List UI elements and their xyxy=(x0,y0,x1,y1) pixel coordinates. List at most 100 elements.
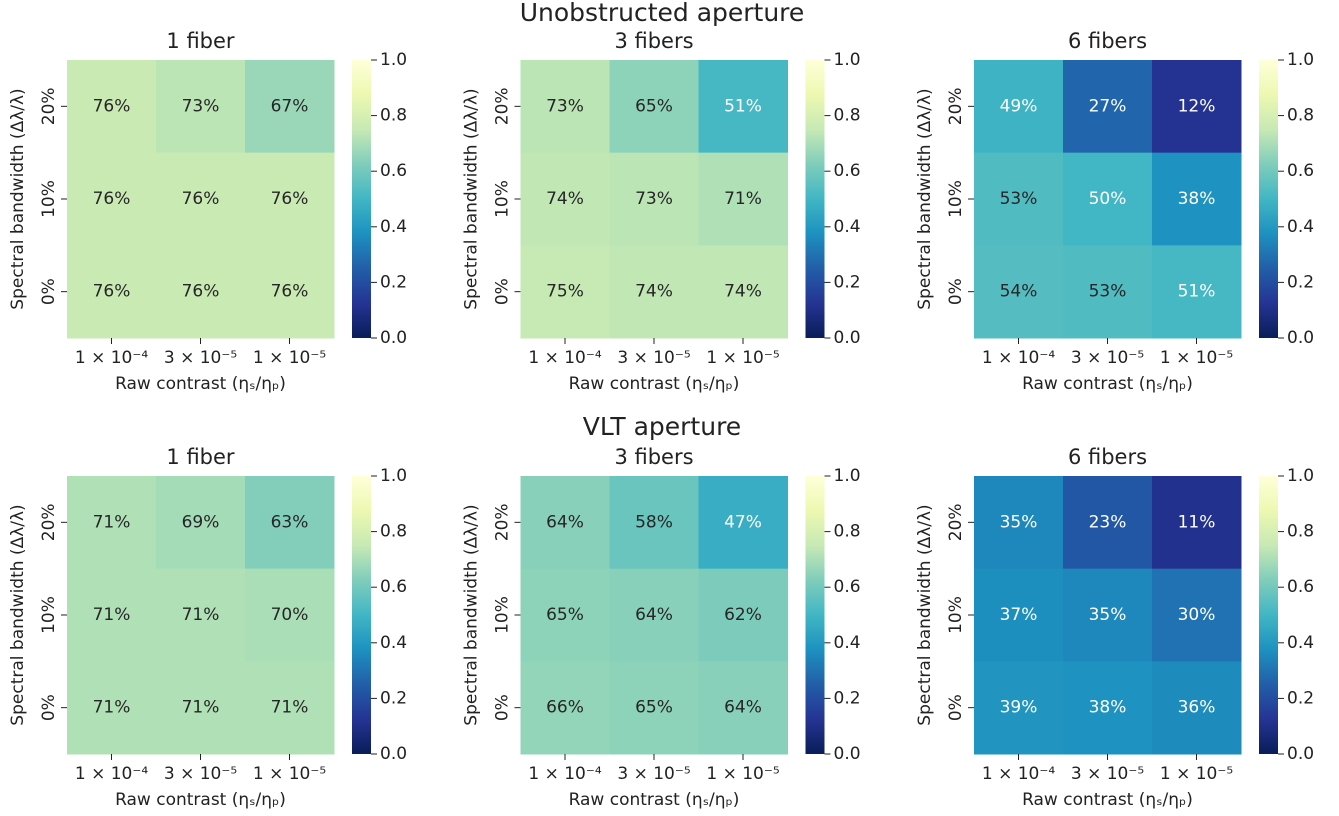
heatmap-cell xyxy=(609,661,699,755)
x-tick-label: 1 × 10⁻⁴ xyxy=(528,348,601,368)
y-tick-label: 20% xyxy=(493,87,513,125)
cell-label: 71% xyxy=(182,698,220,718)
cell-label: 71% xyxy=(93,698,131,718)
cell-label: 53% xyxy=(1089,282,1127,302)
heatmap-cell xyxy=(1063,60,1153,154)
colorbar-tick-label: 0.4 xyxy=(380,633,407,653)
colorbar-tick-label: 0.4 xyxy=(834,633,861,653)
x-axis-label: Raw contrast (ηₛ/ηₚ) xyxy=(569,374,740,394)
heatmap-cell xyxy=(609,245,699,339)
colorbar-tick-label: 1.0 xyxy=(1287,50,1314,70)
heatmap-cell xyxy=(67,661,157,755)
heatmap-cell xyxy=(245,568,335,662)
heatmap-cell xyxy=(1152,476,1242,570)
cell-label: 66% xyxy=(546,698,584,718)
colorbar-tick-label: 0.0 xyxy=(834,744,861,764)
x-tick-label: 1 × 10⁻⁵ xyxy=(706,764,779,784)
cell-label: 65% xyxy=(635,96,673,116)
y-tick-label: 0% xyxy=(946,694,966,721)
cell-label: 64% xyxy=(635,605,673,625)
heatmap-cell xyxy=(156,568,246,662)
heatmap-cell xyxy=(245,152,335,246)
heatmap-cell xyxy=(1063,245,1153,339)
heatmap-cell xyxy=(609,152,699,246)
colorbar-tick-label: 0.6 xyxy=(1287,161,1314,181)
cell-label: 23% xyxy=(1089,512,1127,532)
panel-title: 1 fiber xyxy=(166,445,235,469)
cell-label: 50% xyxy=(1089,189,1127,209)
panel-title: 6 fibers xyxy=(1068,445,1147,469)
cell-label: 38% xyxy=(1089,698,1127,718)
heatmap-cell xyxy=(974,152,1064,246)
y-axis-label: Spectral bandwidth (Δλ/λ) xyxy=(462,88,482,309)
cell-label: 54% xyxy=(1000,282,1038,302)
cell-label: 71% xyxy=(182,605,220,625)
cell-label: 74% xyxy=(546,189,584,209)
row-title: VLT aperture xyxy=(583,412,741,441)
colorbar-tick-label: 0.8 xyxy=(834,106,861,126)
cell-label: 73% xyxy=(635,189,673,209)
cell-label: 36% xyxy=(1178,698,1216,718)
heatmap-cell xyxy=(67,152,157,246)
heatmap-cell xyxy=(698,245,788,339)
heatmap-cell xyxy=(67,476,157,570)
heatmap-cell xyxy=(520,568,610,662)
colorbar-tick-label: 0.8 xyxy=(380,106,407,126)
heatmap-cell xyxy=(698,152,788,246)
cell-label: 76% xyxy=(271,282,309,302)
cell-label: 71% xyxy=(93,605,131,625)
x-tick-label: 3 × 10⁻⁵ xyxy=(617,348,690,368)
heatmap-cell xyxy=(1152,60,1242,154)
cell-label: 74% xyxy=(724,282,762,302)
colorbar xyxy=(805,60,825,338)
y-tick-label: 10% xyxy=(946,180,966,218)
colorbar xyxy=(1259,476,1278,754)
y-tick-label: 10% xyxy=(493,596,513,634)
colorbar-tick-label: 0.0 xyxy=(834,328,861,348)
heatmap-cell xyxy=(974,245,1064,339)
panel-title: 3 fibers xyxy=(614,29,693,53)
cell-label: 39% xyxy=(1000,698,1038,718)
colorbar-tick-label: 0.6 xyxy=(834,161,861,181)
y-tick-label: 10% xyxy=(493,180,513,218)
cell-label: 53% xyxy=(1000,189,1038,209)
y-tick-label: 0% xyxy=(39,278,59,305)
cell-label: 74% xyxy=(635,282,673,302)
x-tick-label: 1 × 10⁻⁵ xyxy=(1160,764,1233,784)
y-axis-label: Spectral bandwidth (Δλ/λ) xyxy=(915,88,935,309)
colorbar-tick-label: 0.0 xyxy=(1287,328,1314,348)
heatmap-cell xyxy=(245,661,335,755)
heatmap-cell xyxy=(67,568,157,662)
cell-label: 76% xyxy=(93,189,131,209)
cell-label: 76% xyxy=(93,96,131,116)
heatmap-cell xyxy=(1152,568,1242,662)
colorbar-tick-label: 0.2 xyxy=(834,272,861,292)
x-tick-label: 3 × 10⁻⁵ xyxy=(617,764,690,784)
colorbar-tick-label: 0.6 xyxy=(380,161,407,181)
colorbar-tick-label: 0.4 xyxy=(380,217,407,237)
cell-label: 47% xyxy=(724,512,762,532)
colorbar-tick-label: 0.6 xyxy=(1287,577,1314,597)
x-tick-label: 1 × 10⁻⁵ xyxy=(706,348,779,368)
y-tick-label: 20% xyxy=(946,503,966,541)
cell-label: 49% xyxy=(1000,96,1038,116)
colorbar-tick-label: 0.2 xyxy=(1287,272,1314,292)
cell-label: 65% xyxy=(635,698,673,718)
x-tick-label: 1 × 10⁻⁴ xyxy=(75,764,148,784)
heatmap-cell xyxy=(156,245,246,339)
colorbar-tick-label: 0.8 xyxy=(1287,106,1314,126)
x-tick-label: 1 × 10⁻⁴ xyxy=(528,764,601,784)
colorbar-tick-label: 0.0 xyxy=(380,328,407,348)
y-tick-label: 0% xyxy=(946,278,966,305)
heatmap-cell xyxy=(245,245,335,339)
heatmap-cell xyxy=(974,476,1064,570)
cell-label: 76% xyxy=(271,189,309,209)
heatmap-cell xyxy=(1152,661,1242,755)
cell-label: 64% xyxy=(546,512,584,532)
x-tick-label: 1 × 10⁻⁵ xyxy=(1160,348,1233,368)
cell-label: 35% xyxy=(1089,605,1127,625)
colorbar-tick-label: 0.4 xyxy=(1287,217,1314,237)
colorbar-tick-label: 0.8 xyxy=(834,522,861,542)
heatmap-cell xyxy=(67,245,157,339)
y-tick-label: 10% xyxy=(39,180,59,218)
